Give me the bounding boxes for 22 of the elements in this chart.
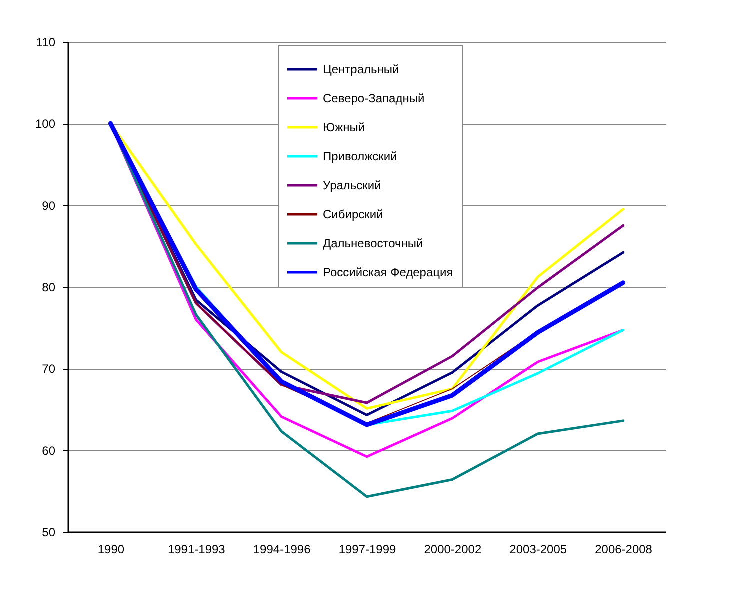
- legend-label: Сибирский: [323, 208, 384, 222]
- x-tick-label: 2003-2005: [510, 542, 568, 556]
- x-tick-label: 2000-2002: [424, 542, 482, 556]
- x-tick-label: 2006-2008: [595, 542, 653, 556]
- x-tick-label: 1990: [98, 542, 125, 556]
- x-tick-label: 1994-1996: [253, 542, 312, 556]
- legend-label: Дальневосточный: [323, 236, 424, 250]
- legend-label: Центральный: [323, 62, 400, 76]
- y-tick-label: 100: [35, 117, 56, 132]
- legend-label: Российская Федерация: [323, 266, 454, 280]
- x-tick-label: 1991-1993: [168, 542, 226, 556]
- y-tick-label: 80: [42, 280, 56, 294]
- legend-label: Северо-Западный: [323, 92, 425, 106]
- y-tick-label: 60: [42, 444, 56, 458]
- legend-label: Уральский: [323, 178, 382, 192]
- legend-label: Южный: [323, 120, 366, 134]
- y-tick-label: 50: [42, 526, 56, 540]
- y-tick-label: 110: [36, 36, 56, 50]
- x-tick-label: 1997-1999: [338, 542, 397, 556]
- y-tick-label: 90: [42, 198, 56, 213]
- legend-label: Приволжский: [323, 150, 398, 164]
- y-tick-label: 70: [42, 362, 56, 376]
